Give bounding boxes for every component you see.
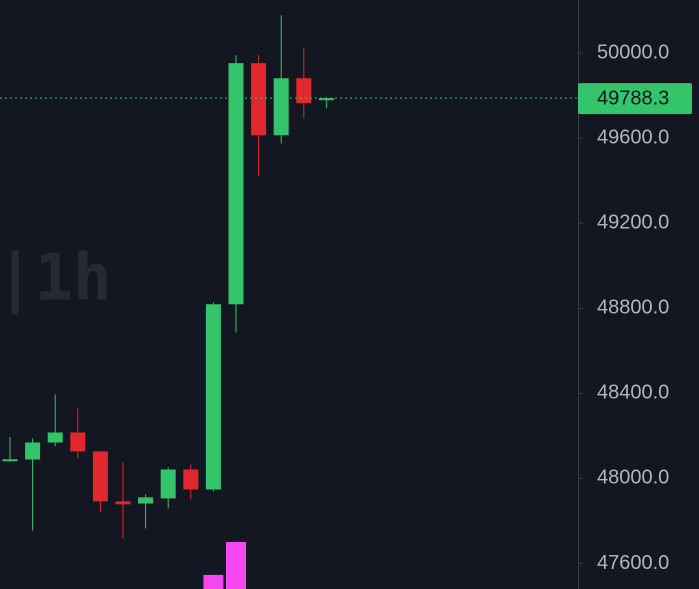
candle-body: [205, 304, 221, 490]
y-tick-label: 48000.0: [597, 467, 669, 489]
y-tick-label: 49200.0: [597, 212, 669, 234]
last-price-box: [578, 83, 692, 115]
y-tick-label: 48800.0: [597, 297, 669, 319]
candle-body: [115, 501, 131, 505]
volume-bar: [203, 574, 224, 589]
candle-body: [160, 469, 176, 499]
candle-body: [92, 451, 108, 502]
candle-body: [273, 78, 289, 136]
y-tick-label: 49600.0: [597, 126, 669, 148]
y-tick-label: 50000.0: [597, 41, 669, 63]
candle-body: [47, 432, 63, 443]
y-tick-label: 48400.0: [597, 382, 669, 404]
last-price-label: 49788.3: [597, 87, 669, 109]
y-tick-label: 47600.0: [597, 552, 669, 574]
volume-bar: [226, 542, 246, 589]
candle-body: [70, 432, 86, 452]
watermark: |1h: [0, 242, 112, 316]
candle-body: [228, 63, 244, 305]
candle-body: [318, 98, 334, 101]
candle-body: [2, 459, 18, 462]
candle-body: [25, 442, 41, 460]
candle-body: [138, 497, 154, 504]
candle-body: [251, 63, 267, 136]
candle-body: [296, 78, 312, 104]
candle-body: [183, 469, 199, 490]
